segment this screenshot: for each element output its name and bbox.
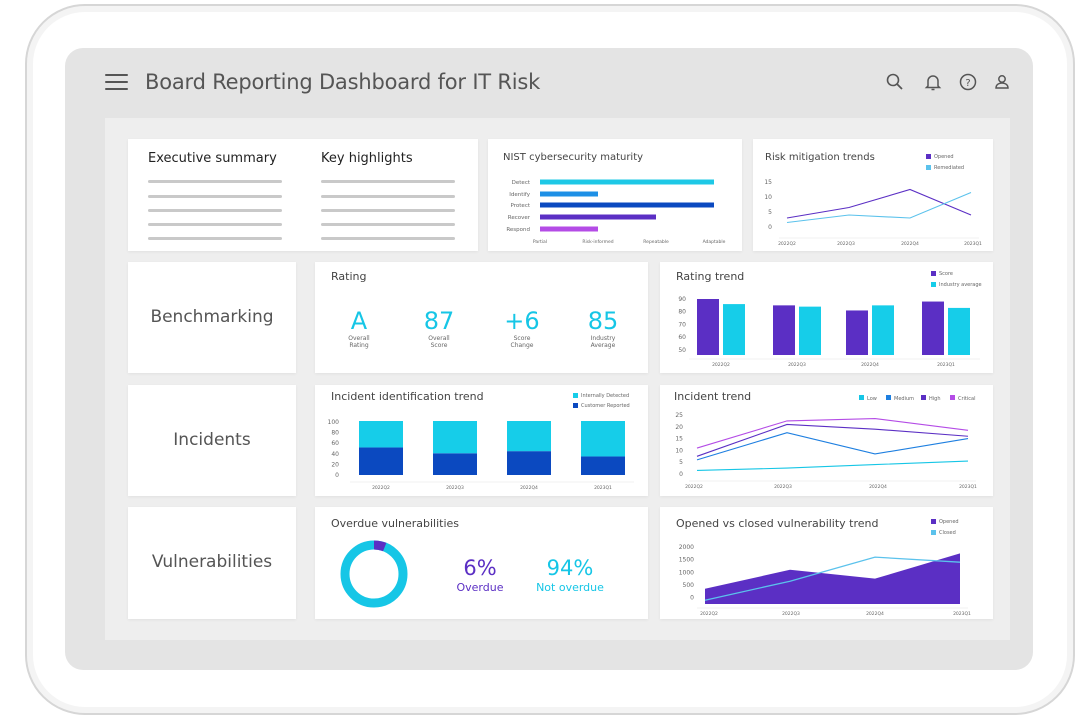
svg-text:?: ? xyxy=(965,78,970,89)
kpi-value: 85 xyxy=(587,307,619,335)
incidents-section-card[interactable]: Incidents xyxy=(128,385,296,496)
benchmarking-label: Benchmarking xyxy=(150,307,274,327)
rating-trend-title: Rating trend xyxy=(676,270,745,283)
risk-mitigation-card[interactable]: Risk mitigation trends xyxy=(753,139,993,251)
not-overdue-value: 94% xyxy=(546,556,594,580)
menu-icon[interactable] xyxy=(105,74,128,90)
vulnerability-trend-title: Opened vs closed vulnerability trend xyxy=(676,517,879,530)
overdue-label: Overdue xyxy=(456,581,504,594)
placeholder-line xyxy=(148,180,282,183)
nist-title: NIST cybersecurity maturity xyxy=(503,152,644,163)
risk-mitigation-title: Risk mitigation trends xyxy=(765,152,875,163)
overdue-title: Overdue vulnerabilities xyxy=(331,517,460,530)
kpi-overall-score: 87 Overall Score xyxy=(399,307,479,349)
placeholder-line xyxy=(321,237,455,240)
user-icon[interactable] xyxy=(992,72,1012,92)
kpi-label: Score Change xyxy=(510,335,534,349)
summary-card: Executive summary Key highlights xyxy=(128,139,478,251)
kpi-label: Overall Score xyxy=(428,335,450,349)
placeholder-line xyxy=(148,209,282,212)
not-overdue-label: Not overdue xyxy=(536,581,604,594)
benchmarking-section-card[interactable]: Benchmarking xyxy=(128,262,296,373)
rating-trend-card[interactable]: Rating trend xyxy=(660,262,993,373)
kpi-label: Overall Rating xyxy=(348,335,370,349)
help-icon[interactable]: ? xyxy=(958,72,978,92)
incidents-label: Incidents xyxy=(173,430,251,450)
key-highlights-heading: Key highlights xyxy=(321,151,413,166)
donut-overdue xyxy=(340,540,408,608)
incident-trend-card[interactable]: Incident trend xyxy=(660,385,993,496)
executive-summary-heading: Executive summary xyxy=(148,151,277,166)
kpi-value: +6 xyxy=(504,307,540,335)
placeholder-line xyxy=(321,223,455,226)
overdue-donut xyxy=(340,540,408,608)
vulnerabilities-label: Vulnerabilities xyxy=(151,552,273,572)
kpi-label: Industry Average xyxy=(590,335,616,349)
kpi-score-change: +6 Score Change xyxy=(482,307,562,349)
rating-title: Rating xyxy=(331,270,367,283)
kpi-overall-rating: A Overall Rating xyxy=(319,307,399,349)
search-icon[interactable] xyxy=(885,72,905,92)
donut-not-overdue xyxy=(340,540,408,608)
incident-identification-title: Incident identification trend xyxy=(331,390,484,403)
overdue-card[interactable]: Overdue vulnerabilities 6% Overdue 94% Not… xyxy=(315,507,648,619)
kpi-value: 87 xyxy=(423,307,455,335)
placeholder-line xyxy=(321,195,455,198)
incident-trend-title: Incident trend xyxy=(674,390,752,403)
vulnerability-trend-card[interactable]: Opened vs closed vulnerability trend xyxy=(660,507,993,619)
incident-identification-card[interactable]: Incident identification trend xyxy=(315,385,648,496)
page-title: Board Reporting Dashboard for IT Risk xyxy=(145,70,541,94)
vulnerabilities-section-card[interactable]: Vulnerabilities xyxy=(128,507,296,619)
not-overdue-stat: 94% Not overdue xyxy=(525,555,615,594)
overdue-stat: 6% Overdue xyxy=(435,555,525,594)
overdue-value: 6% xyxy=(463,556,497,580)
placeholder-line xyxy=(321,180,455,183)
rating-card[interactable]: Rating A Overall Rating 87 Overall Score +… xyxy=(315,262,648,373)
kpi-value: A xyxy=(350,307,368,335)
bell-icon[interactable] xyxy=(923,72,943,92)
placeholder-line xyxy=(321,209,455,212)
placeholder-line xyxy=(148,223,282,226)
placeholder-line xyxy=(148,237,282,240)
nist-card[interactable]: NIST cybersecurity maturity xyxy=(488,139,742,251)
kpi-industry-average: 85 Industry Average xyxy=(563,307,643,349)
placeholder-line xyxy=(148,195,282,198)
